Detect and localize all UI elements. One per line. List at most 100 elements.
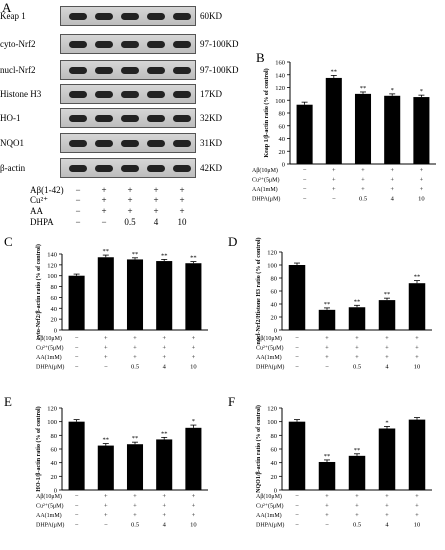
treatment-value: +: [104, 493, 108, 500]
bar: [68, 421, 85, 490]
significance-label: **: [324, 453, 331, 460]
bar: [97, 257, 114, 330]
treatment-value: −: [295, 512, 299, 519]
blot-treatment-value: +: [153, 185, 159, 195]
blot-band: [95, 140, 113, 147]
treatment-value: −: [325, 522, 329, 529]
chart-e-ho1: E 0 20 40 60 80 100 120 HO-1/β-actin ratio (% of…: [4, 394, 208, 529]
treatment-value: 0.5: [131, 522, 139, 529]
blot-band: [147, 41, 165, 48]
treatment-value: +: [325, 354, 329, 361]
panel-letter: C: [4, 234, 13, 249]
bar: [408, 283, 426, 330]
y-tick-label: 20: [271, 474, 278, 481]
treatment-value: +: [390, 167, 394, 174]
bar: [185, 427, 202, 490]
blot-row-kd: 31KD: [200, 138, 222, 148]
blot-row-kd: 42KD: [200, 163, 222, 173]
blot-treatment-value: +: [101, 206, 107, 216]
panel-letter: D: [228, 234, 237, 249]
y-axis-label: NQO1/β-actin ratio (% of control): [255, 405, 262, 493]
blot-treatment-value: 10: [177, 217, 187, 227]
blot-treatment-value: 4: [153, 217, 159, 227]
significance-label: **: [324, 301, 331, 308]
significance-label: **: [161, 252, 168, 259]
treatment-value: 4: [385, 364, 389, 371]
blot-treatment-value: +: [127, 195, 133, 205]
treatment-label: Aβ(10μM): [252, 167, 278, 174]
treatment-label: Cu²⁺(5μM): [256, 503, 284, 510]
chart-f-nqo1: F 0 20 40 60 80 100 120 NQO1/β-actin ratio (% of…: [228, 394, 432, 529]
treatment-label: Aβ(10μM): [256, 493, 282, 500]
treatment-value: +: [192, 493, 196, 500]
y-tick-label: 40: [271, 302, 278, 309]
blot-row-kd: 32KD: [200, 113, 222, 123]
treatment-label: DHPA(μM): [252, 196, 280, 203]
significance-label: *: [391, 87, 394, 94]
blot-band: [173, 165, 191, 172]
treatment-value: +: [133, 512, 137, 519]
treatment-value: −: [332, 196, 336, 203]
significance-label: **: [103, 248, 110, 255]
treatment-value: +: [133, 335, 137, 342]
treatment-value: +: [332, 167, 336, 174]
bar: [384, 95, 401, 164]
treatment-value: +: [355, 345, 359, 352]
treatment-value: +: [415, 493, 419, 500]
blot-strip: [60, 158, 196, 178]
blot-treatment-value: −: [75, 217, 81, 227]
treatment-value: −: [295, 345, 299, 352]
y-tick-label: 0: [274, 328, 277, 335]
blot-band: [95, 41, 113, 48]
blot-row-kd: 17KD: [200, 89, 222, 99]
y-tick-label: 20: [279, 149, 286, 156]
y-tick-label: 0: [282, 162, 285, 169]
blot-band: [121, 41, 139, 48]
blot-band: [69, 13, 87, 20]
treatment-value: +: [162, 335, 166, 342]
blot-treatment-label: DHPA: [30, 217, 54, 227]
treatment-value: −: [303, 177, 307, 184]
y-tick-label: 20: [271, 315, 278, 322]
y-axis-label: HO-1/β-actin ratio (% of control): [35, 406, 42, 491]
blot-band: [69, 140, 87, 147]
blot-band: [95, 115, 113, 122]
y-tick-label: 20: [51, 474, 58, 481]
bar: [288, 421, 306, 490]
treatment-label: Cu²⁺(5μM): [252, 177, 280, 184]
treatment-value: +: [415, 512, 419, 519]
bar: [413, 97, 430, 164]
blot-row: cyto-Nrf2 97-100KD: [0, 34, 250, 56]
panel-letter: E: [4, 394, 12, 409]
y-tick-label: 140: [47, 252, 57, 259]
blot-row-kd: 97-100KD: [200, 39, 239, 49]
y-tick-label: 40: [51, 306, 58, 313]
blot-band: [147, 140, 165, 147]
blot-band: [69, 41, 87, 48]
y-tick-label: 0: [54, 488, 57, 495]
blot-treatment-label: Cu²⁺: [30, 195, 48, 205]
treatment-label: DHPA(μM): [36, 522, 64, 529]
y-tick-label: 120: [275, 85, 285, 92]
blot-treatment-value: +: [101, 185, 107, 195]
blot-band: [147, 67, 165, 74]
treatment-value: +: [361, 167, 365, 174]
treatment-value: +: [420, 167, 424, 174]
treatment-value: 10: [414, 522, 421, 529]
panel-letter-a: A: [2, 0, 12, 15]
significance-label: **: [190, 255, 197, 262]
blot-treatment-value: −: [101, 217, 107, 227]
treatment-value: +: [385, 512, 389, 519]
blot-band: [121, 67, 139, 74]
bar: [348, 455, 366, 490]
blot-band: [69, 115, 87, 122]
blot-row: HO-1 32KD: [0, 108, 250, 130]
treatment-value: +: [390, 177, 394, 184]
treatment-value: +: [104, 503, 108, 510]
significance-label: **: [132, 251, 139, 258]
bar: [296, 104, 313, 164]
y-tick-label: 0: [274, 488, 277, 495]
y-tick-label: 40: [51, 460, 58, 467]
blot-strip: [60, 60, 196, 80]
bar: [288, 265, 306, 330]
